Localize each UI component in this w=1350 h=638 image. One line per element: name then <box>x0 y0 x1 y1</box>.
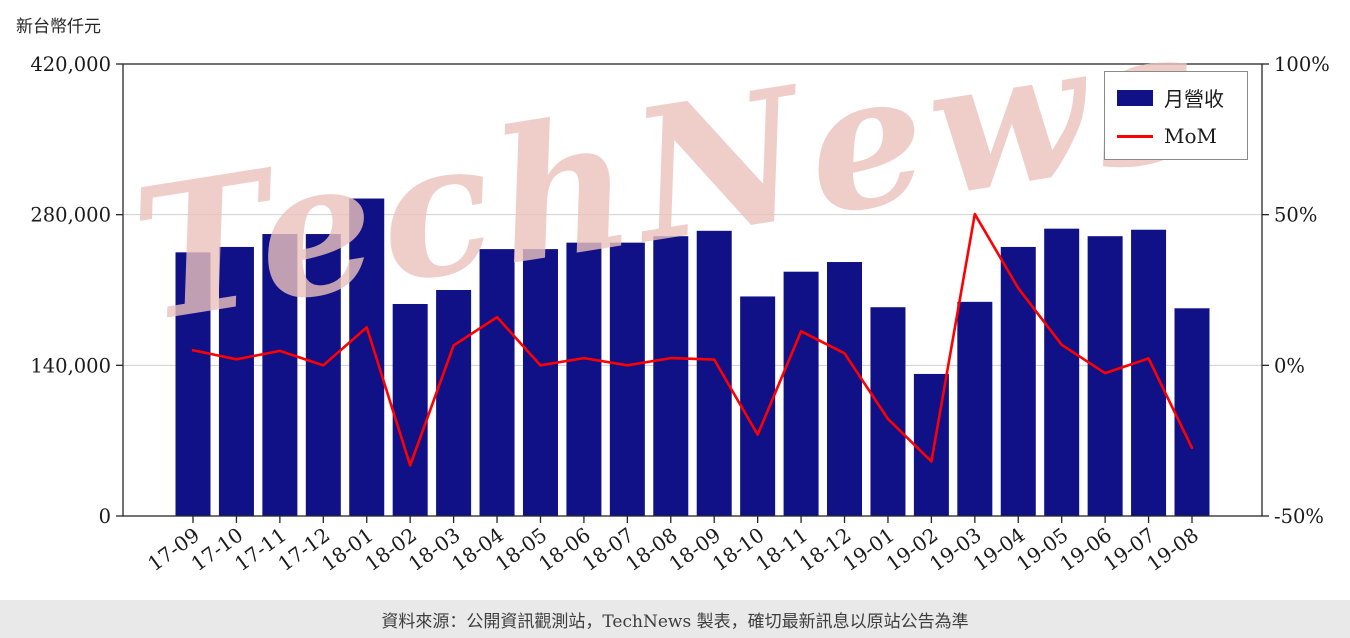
y-right-tick-label: 50% <box>1274 204 1317 227</box>
y-right-tick-label: 0% <box>1274 354 1305 377</box>
bar-18-04 <box>479 249 515 516</box>
footer-note: 資料來源：公開資訊觀測站，TechNews 製表，確切最新訊息以原站公告為準 <box>0 600 1350 638</box>
bar-19-08 <box>1174 308 1210 516</box>
y-right-tick-label: 100% <box>1274 53 1330 76</box>
bar-18-07 <box>609 242 645 516</box>
x-tick-label-19-08: 19-08 <box>1142 523 1203 576</box>
bar-17-09 <box>175 252 211 517</box>
y-axis-title: 新台幣仟元 <box>16 17 101 37</box>
legend-item-line: MoM <box>1117 124 1235 148</box>
legend-line-label: MoM <box>1164 124 1217 148</box>
y-left-tick-label: 420,000 <box>30 53 111 76</box>
y-right-tick-label: -50% <box>1274 505 1324 528</box>
bar-18-03 <box>436 290 472 516</box>
bar-18-02 <box>392 303 428 516</box>
legend-line-swatch <box>1117 134 1153 138</box>
mom-line <box>191 212 1194 467</box>
bar-19-03 <box>957 301 993 516</box>
bar-18-06 <box>566 242 602 516</box>
bar-19-01 <box>870 307 906 516</box>
legend-bar-swatch <box>1117 89 1153 106</box>
bar-17-12 <box>305 234 341 517</box>
bar-18-11 <box>783 271 819 516</box>
plot-frame <box>122 63 1263 517</box>
bar-17-11 <box>262 234 298 517</box>
y-left-tick-label: 140,000 <box>30 354 111 377</box>
bar-18-01 <box>349 198 385 516</box>
y-left-tick-label: 0 <box>99 505 111 528</box>
bar-18-12 <box>827 262 863 516</box>
bar-19-04 <box>1000 246 1036 516</box>
bar-18-08 <box>653 236 689 516</box>
bar-19-07 <box>1131 229 1167 516</box>
bar-18-05 <box>522 249 558 516</box>
bar-19-06 <box>1087 236 1123 516</box>
bar-17-10 <box>218 246 254 516</box>
legend-item-bar: 月營收 <box>1117 83 1235 112</box>
legend-bar-label: 月營收 <box>1164 87 1224 111</box>
revenue-mom-chart: 0140,000280,000420,000-50%0%50%100%17-09… <box>30 53 1330 576</box>
legend: 月營收 MoM <box>1104 71 1248 160</box>
bar-19-05 <box>1044 228 1080 516</box>
bar-18-09 <box>696 230 732 517</box>
y-left-tick-label: 280,000 <box>30 204 111 227</box>
